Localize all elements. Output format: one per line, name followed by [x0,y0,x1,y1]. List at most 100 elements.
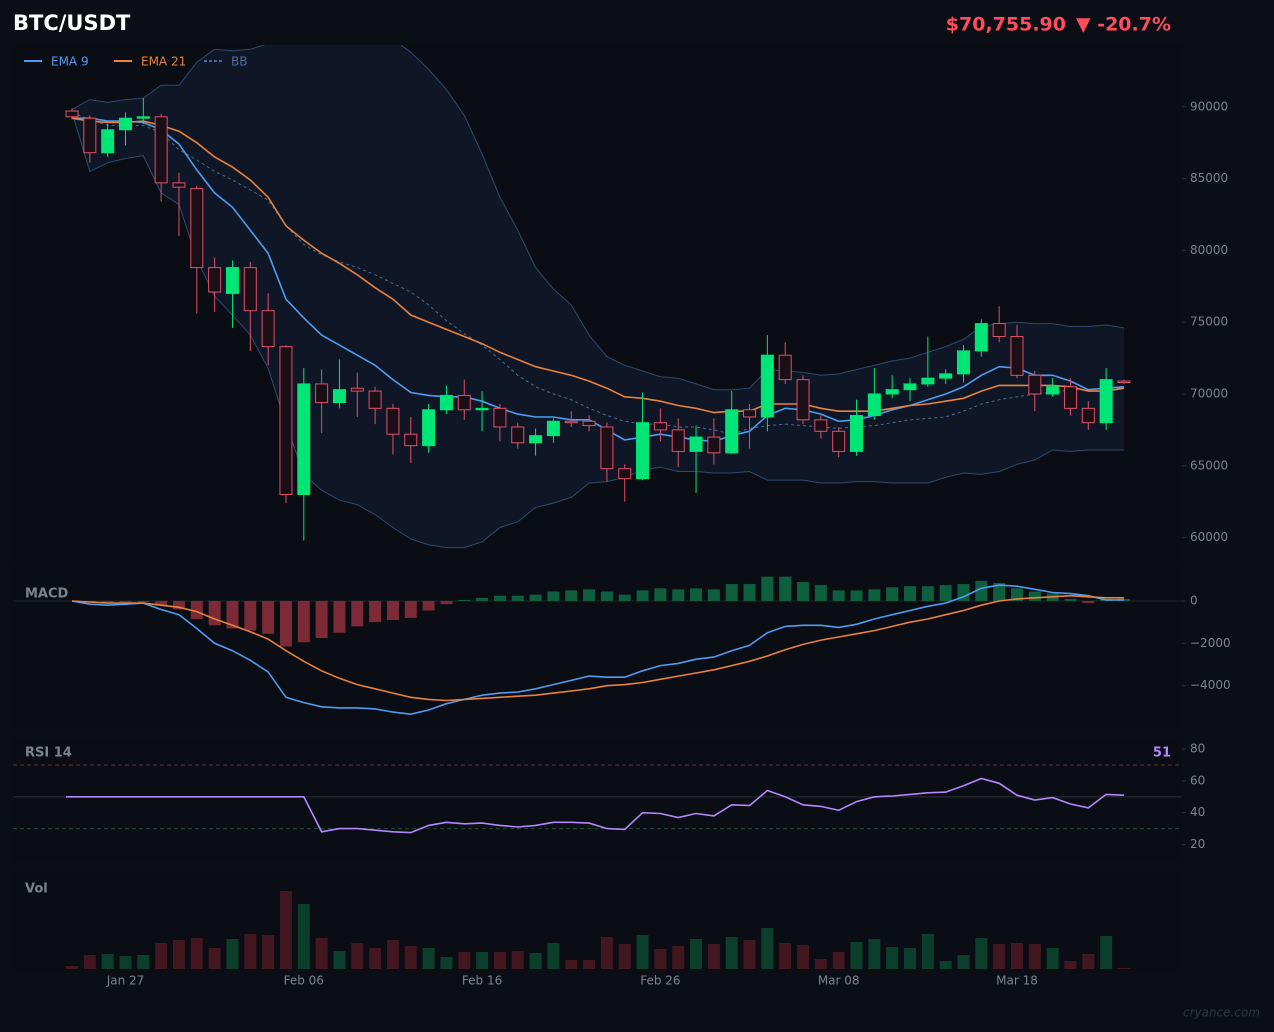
candle-body [439,394,453,411]
candle-body [475,407,489,411]
volume-bar [440,957,453,969]
price-plot [65,45,1131,549]
candle-body [172,182,186,188]
candle-body [778,354,792,381]
legend-label: BB [231,55,247,69]
macd-bar [547,591,560,601]
price-panel [13,45,1182,562]
macd-bar [886,587,899,601]
candle-body [136,116,150,119]
candle-body [243,267,257,312]
volume-bar [333,951,346,969]
candle-body [350,387,364,392]
candle-body [511,426,525,444]
macd-bar [101,600,114,603]
macd-bar [440,600,453,605]
macd-bar [458,599,471,601]
macd-panel [13,565,1182,728]
macd-bar [993,582,1006,601]
volume-bar [315,938,328,969]
volume-bar [386,940,399,969]
volume-bar [1010,943,1023,969]
rsi-value: 51 [1153,746,1171,761]
volume-bar [208,948,221,969]
volume-bar [939,961,952,969]
candle-body [974,323,988,352]
macd-bar [1028,591,1041,601]
candle-body [957,350,970,375]
candle-body [297,383,311,496]
candle-body [796,379,810,421]
macd-bar [939,585,952,601]
panel-label: Vol [25,882,48,897]
volume-bar [725,937,738,969]
candle-body [118,117,132,131]
volume-bar [1046,948,1059,969]
volume-bar [1028,944,1041,969]
volume-bar [119,956,132,969]
change: ▼ -20.7% [1076,14,1171,36]
candle-body [1010,336,1024,376]
macd-bar [333,600,346,633]
macd-bar [476,597,489,601]
candle-body [636,422,650,480]
volume-bar [583,960,596,969]
macd-bar [315,600,328,639]
bb-lower [71,112,1124,549]
macd-bar [636,590,649,601]
candle-body [992,323,1006,338]
volume-bar [868,939,881,969]
candle-body [600,426,614,470]
candle-body [903,383,917,391]
macd-bar [208,600,221,626]
volume-bar [511,951,524,969]
y-tick-label: 0 [1190,593,1198,607]
candle-body [404,433,418,447]
candle-body [65,110,79,118]
macd-bar [1010,588,1023,601]
candle-body [190,188,204,269]
candle-body [493,407,507,428]
candle-body [279,346,293,496]
volume-bar [672,946,685,969]
candle-body [386,407,400,435]
candle-body [832,430,846,452]
macd-bar [226,600,239,629]
candle-body [921,377,935,385]
macd-bar [975,580,988,601]
volume-bar [404,946,417,969]
candle-body [743,409,757,418]
y-tick-label: 90000 [1190,99,1228,113]
bb-upper [71,45,1125,391]
panel-label: RSI 14 [25,746,72,761]
macd-bar [814,585,827,601]
candle-body [422,409,436,447]
volume-bar [743,940,756,969]
macd-bar [779,576,792,601]
volume-bar [993,944,1006,969]
volume-bar [66,966,78,969]
macd-bar [404,600,417,618]
candle-body [261,310,275,348]
volume-bar [886,947,899,969]
volume-bar [279,891,292,969]
candle-body [1099,379,1113,424]
candle-body [814,419,828,432]
volume-bar [975,938,988,969]
candle-body [885,389,899,395]
candle-body [867,393,881,417]
macd-bar [743,584,756,601]
volume-bar [797,945,810,969]
y-tick-label: 60000 [1190,530,1228,544]
volume-bar [493,952,506,969]
candle-body [208,267,222,293]
macd-bar [618,594,631,601]
candle-body [939,373,953,379]
volume-bar [636,935,649,969]
panel-label: MACD [25,587,69,602]
volume-bar [1100,936,1113,969]
macd-line [71,584,1124,716]
volume-bar [547,943,560,969]
volume-bar [565,960,578,969]
volume-panel [13,872,1182,970]
